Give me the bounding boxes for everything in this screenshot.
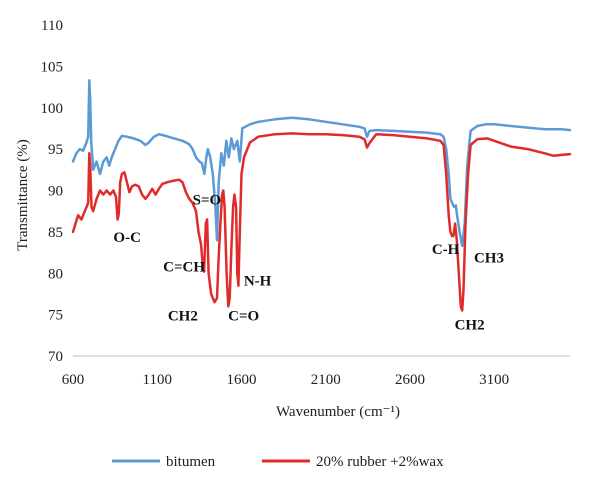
y-tick-label: 95 [48,142,63,158]
y-tick-label: 100 [41,101,64,117]
x-tick-labels: 600 1100 1600 2100 2600 3100 [62,372,509,388]
series-lines [71,79,572,312]
legend: bitumen 20% rubber +2%wax [112,454,444,470]
series-line-rubber-wax [71,132,572,312]
x-tick-label: 3100 [479,372,509,388]
series-line-bitumen [71,79,572,248]
y-tick-label: 90 [48,184,63,200]
y-tick-label: 105 [41,59,64,75]
x-tick-label: 1100 [143,372,172,388]
y-tick-label: 110 [41,18,63,34]
peak-label: N-H [244,274,272,290]
y-tick-label: 70 [48,349,63,365]
peak-label: C=O [228,308,259,324]
peak-label: CH3 [474,250,504,266]
x-tick-label: 2600 [395,372,425,388]
x-tick-label: 2100 [311,372,341,388]
x-tick-label: 1600 [226,372,256,388]
y-tick-labels: 70 75 80 85 90 95 100 105 110 [41,18,64,365]
peak-annotations: O-C S=O C=CH CH2 C=O N-H C-H CH3 CH2 [113,193,504,334]
peak-label: S=O [193,193,222,209]
legend-label: bitumen [166,454,216,470]
peak-label: O-C [113,230,141,246]
peak-label: C-H [432,242,460,258]
x-tick-label: 600 [62,372,85,388]
y-tick-label: 80 [48,266,63,282]
peak-label: CH2 [455,318,485,334]
y-axis-title: Transmittance (%) [15,139,31,251]
x-axis-title: Wavenumber (cm⁻¹) [276,404,400,420]
peak-label: CH2 [168,308,198,324]
peak-label: C=CH [163,260,205,276]
y-tick-label: 85 [48,225,63,241]
y-tick-label: 75 [48,308,63,324]
legend-label: 20% rubber +2%wax [316,454,444,470]
